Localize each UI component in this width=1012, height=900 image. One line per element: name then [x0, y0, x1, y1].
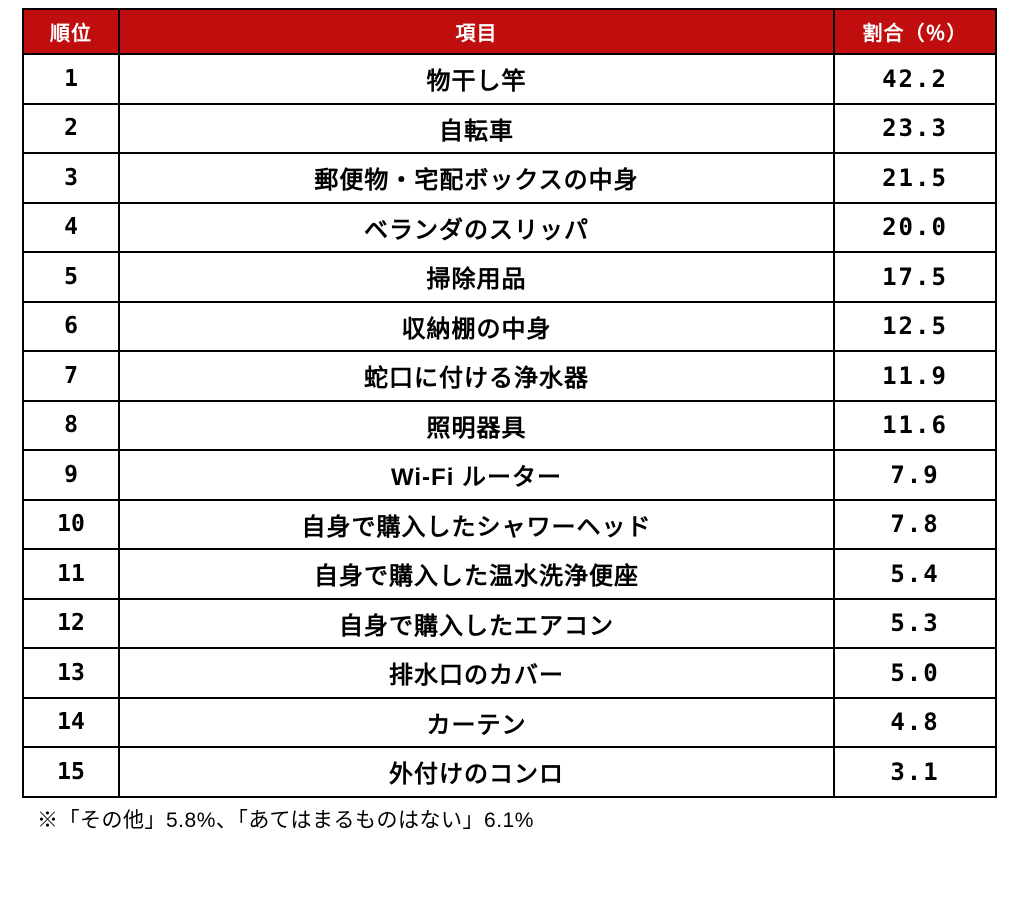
- item-cell: 自身で購入した温水洗浄便座: [118, 548, 835, 600]
- table-row: 2 自転車 23.3: [22, 102, 997, 154]
- rank-cell: 9: [22, 449, 120, 501]
- rank-cell: 12: [22, 597, 120, 649]
- percent-cell: 7.9: [833, 449, 997, 501]
- item-cell: 照明器具: [118, 399, 835, 451]
- percent-cell: 3.1: [833, 746, 997, 798]
- percent-cell: 5.0: [833, 647, 997, 699]
- table-row: 3 郵便物・宅配ボックスの中身 21.5: [22, 152, 997, 204]
- ranking-table-container: 順位 項目 割合（％） 1 物干し竿 42.2 2 自転車 23.3 3 郵便物…: [22, 8, 997, 834]
- item-cell: ベランダのスリッパ: [118, 201, 835, 253]
- table-row: 10 自身で購入したシャワーヘッド 7.8: [22, 498, 997, 550]
- percent-cell: 4.8: [833, 696, 997, 748]
- rank-cell: 7: [22, 350, 120, 402]
- item-cell: 自転車: [118, 102, 835, 154]
- header-item: 項目: [118, 8, 835, 55]
- percent-cell: 23.3: [833, 102, 997, 154]
- item-cell: 郵便物・宅配ボックスの中身: [118, 152, 835, 204]
- item-cell: 自身で購入したシャワーヘッド: [118, 498, 835, 550]
- table-row: 13 排水口のカバー 5.0: [22, 647, 997, 699]
- item-cell: 物干し竿: [118, 53, 835, 105]
- percent-cell: 7.8: [833, 498, 997, 550]
- table-row: 5 掃除用品 17.5: [22, 251, 997, 303]
- item-cell: Wi-Fi ルーター: [118, 449, 835, 501]
- ranking-table: 順位 項目 割合（％） 1 物干し竿 42.2 2 自転車 23.3 3 郵便物…: [22, 8, 997, 798]
- rank-cell: 3: [22, 152, 120, 204]
- percent-cell: 11.6: [833, 399, 997, 451]
- item-cell: 蛇口に付ける浄水器: [118, 350, 835, 402]
- table-row: 7 蛇口に付ける浄水器 11.9: [22, 350, 997, 402]
- item-cell: 自身で購入したエアコン: [118, 597, 835, 649]
- rank-cell: 10: [22, 498, 120, 550]
- rank-cell: 15: [22, 746, 120, 798]
- rank-cell: 5: [22, 251, 120, 303]
- percent-cell: 12.5: [833, 300, 997, 352]
- table-body: 1 物干し竿 42.2 2 自転車 23.3 3 郵便物・宅配ボックスの中身 2…: [22, 53, 997, 798]
- table-row: 9 Wi-Fi ルーター 7.9: [22, 449, 997, 501]
- table-row: 1 物干し竿 42.2: [22, 53, 997, 105]
- table-row: 6 収納棚の中身 12.5: [22, 300, 997, 352]
- table-row: 4 ベランダのスリッパ 20.0: [22, 201, 997, 253]
- table-row: 15 外付けのコンロ 3.1: [22, 746, 997, 798]
- percent-cell: 42.2: [833, 53, 997, 105]
- item-cell: 掃除用品: [118, 251, 835, 303]
- item-cell: カーテン: [118, 696, 835, 748]
- percent-cell: 5.3: [833, 597, 997, 649]
- table-row: 11 自身で購入した温水洗浄便座 5.4: [22, 548, 997, 600]
- percent-cell: 11.9: [833, 350, 997, 402]
- rank-cell: 1: [22, 53, 120, 105]
- rank-cell: 2: [22, 102, 120, 154]
- rank-cell: 11: [22, 548, 120, 600]
- footnote: ※「その他」5.8%、「あてはまるものはない」6.1%: [37, 808, 534, 832]
- table-header: 順位 項目 割合（％）: [22, 8, 997, 55]
- rank-cell: 14: [22, 696, 120, 748]
- item-cell: 外付けのコンロ: [118, 746, 835, 798]
- percent-cell: 17.5: [833, 251, 997, 303]
- table-row: 14 カーテン 4.8: [22, 696, 997, 748]
- table-row: 12 自身で購入したエアコン 5.3: [22, 597, 997, 649]
- rank-cell: 4: [22, 201, 120, 253]
- item-cell: 排水口のカバー: [118, 647, 835, 699]
- rank-cell: 13: [22, 647, 120, 699]
- header-percent: 割合（％）: [833, 8, 997, 55]
- rank-cell: 6: [22, 300, 120, 352]
- item-cell: 収納棚の中身: [118, 300, 835, 352]
- percent-cell: 20.0: [833, 201, 997, 253]
- header-row: 順位 項目 割合（％）: [22, 8, 997, 55]
- header-rank: 順位: [22, 8, 120, 55]
- table-row: 8 照明器具 11.6: [22, 399, 997, 451]
- percent-cell: 5.4: [833, 548, 997, 600]
- percent-cell: 21.5: [833, 152, 997, 204]
- rank-cell: 8: [22, 399, 120, 451]
